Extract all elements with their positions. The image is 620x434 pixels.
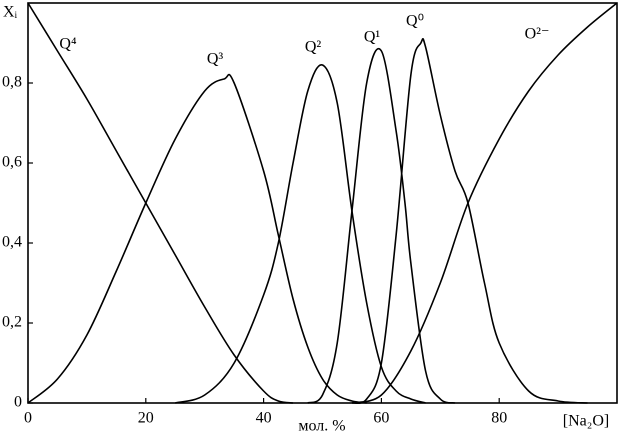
curve xyxy=(175,64,426,404)
y-tick-label: 0,2 xyxy=(2,314,22,331)
curve xyxy=(307,48,456,404)
curve-label: Q² xyxy=(305,39,322,56)
x-axis-label: мол. % xyxy=(298,418,345,434)
y-tick-label: 0,6 xyxy=(2,154,22,171)
curve-label: Q⁴ xyxy=(59,36,77,53)
curve xyxy=(351,2,618,404)
y-axis-label: Xᵢ xyxy=(3,4,18,21)
plot-frame xyxy=(27,2,618,404)
y-tick-label: 0,4 xyxy=(2,234,22,251)
curve-label: O²⁻ xyxy=(525,26,550,43)
x-tick-label: 60 xyxy=(373,410,389,427)
curve-label: Q¹ xyxy=(364,29,381,46)
x-tick-label: 80 xyxy=(491,410,507,427)
y-tick-label: 0,8 xyxy=(2,74,22,91)
y-tick-label: 0 xyxy=(14,394,22,411)
curve xyxy=(27,73,367,404)
curve-label: Q⁰ xyxy=(406,13,424,30)
curve xyxy=(27,2,294,404)
x-tick-label: 20 xyxy=(138,410,154,427)
x-tick-label: 40 xyxy=(256,410,272,427)
x-tick-label: 0 xyxy=(24,410,32,427)
x-unit-label: [Na₂O] xyxy=(563,413,609,430)
curve-label: Q³ xyxy=(207,51,224,68)
curve xyxy=(351,37,588,405)
